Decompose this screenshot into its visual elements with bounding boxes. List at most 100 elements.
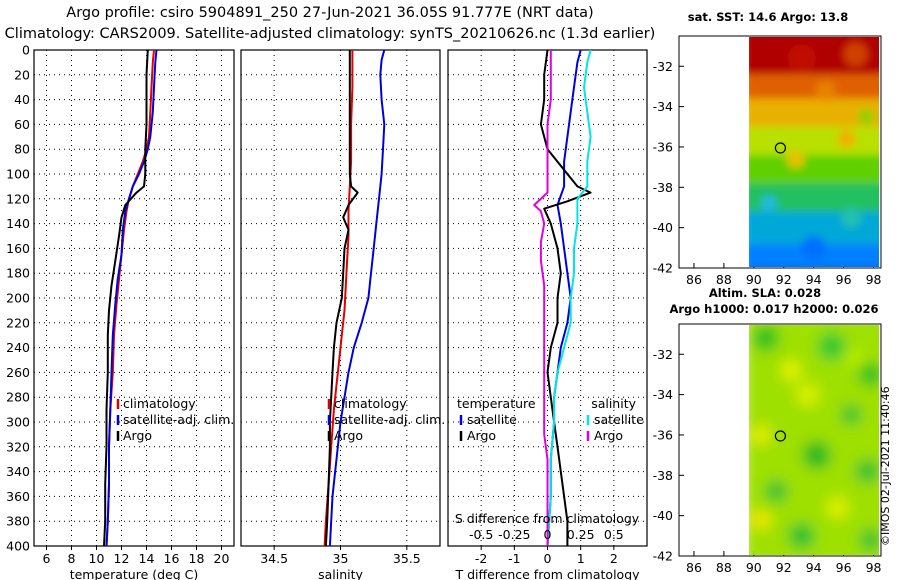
sla-map-blob (855, 459, 879, 484)
sla-map-blob (752, 425, 771, 444)
sst-map-band (749, 74, 879, 99)
sst-map-blob (760, 195, 777, 212)
depth-tick-label: 340 (6, 464, 30, 479)
salinity-xtick-label: 35 (333, 551, 349, 566)
difference-s-tick-label: 0.25 (567, 527, 595, 542)
depth-tick-label: 320 (6, 439, 30, 454)
chart-title-line2: Climatology: CARS2009. Satellite-adjuste… (4, 26, 656, 42)
sst-map-blob (815, 80, 836, 101)
depth-tick-label: 360 (6, 489, 30, 504)
sst-map-ytick-label: -36 (653, 139, 673, 154)
difference-xtick-label: -1 (508, 551, 520, 566)
difference-s-tick-label: -0.25 (498, 527, 530, 542)
sst-map-xtick-label: 94 (806, 272, 822, 287)
sla-map-xtick-label: 98 (866, 560, 882, 575)
sst-map-field (749, 37, 879, 267)
sla-map-ytick-label: -32 (653, 347, 673, 362)
sla-map-heatmap (749, 325, 879, 555)
sst-map-blob (858, 108, 875, 125)
difference-s-tick-label: 0 (544, 527, 552, 542)
temperature-xtick-label: 10 (89, 551, 105, 566)
difference-series-temperature-satellite (546, 49, 582, 547)
sla-map-blob (826, 496, 849, 519)
sla-map-blob (752, 325, 779, 352)
difference-legend-label: Argo (467, 428, 496, 443)
sst-map-ytick-label: -40 (653, 220, 673, 235)
sst-map-blob (837, 129, 856, 148)
temperature-xtick-label: 18 (189, 551, 205, 566)
sst-map-xtick-label: 98 (866, 272, 882, 287)
difference-s-tick-label: 0.5 (604, 527, 624, 542)
depth-tick-label: 120 (6, 191, 30, 206)
sst-map-heatmap (749, 37, 879, 267)
sst-map-frame (678, 35, 882, 269)
temperature-xtick-label: 12 (114, 551, 130, 566)
sla-map-field-blur (749, 325, 879, 555)
difference-xtick-label: -2 (475, 551, 487, 566)
temperature-xtick-label: 16 (164, 551, 180, 566)
sst-map-xtick-label: 88 (716, 272, 732, 287)
salinity-series-climatology (323, 50, 354, 547)
chart-title-line1: Argo profile: csiro 5904891_250 27-Jun-2… (66, 5, 594, 21)
depth-tick-label: 60 (14, 117, 30, 132)
sla-map-ytick-label: -34 (653, 387, 673, 402)
sla-map-subtitle: Argo h1000: 0.017 h2000: 0.026 (669, 302, 878, 316)
sst-map-blob (843, 42, 868, 67)
depth-tick-label: 400 (6, 539, 30, 554)
salinity-legend-label: climatology (334, 396, 407, 411)
sst-map-blob (841, 207, 862, 228)
watermark: ©IMOS 02-Jul-2021 11:40:46 (879, 386, 892, 546)
sla-map-ytick-label: -42 (653, 549, 673, 564)
temperature-xtick-label: 20 (214, 551, 230, 566)
difference-xtick-label: 0 (544, 551, 552, 566)
salinity-xtick-label: 34.5 (260, 551, 288, 566)
salinity-series-argo (324, 50, 359, 547)
depth-tick-label: 80 (14, 142, 30, 157)
sst-map-band (749, 126, 879, 156)
difference-series-salinity-argo (533, 50, 552, 546)
sla-map-blob (859, 528, 879, 551)
sla-map-xtick-label: 94 (806, 560, 822, 575)
sst-map-title: sat. SST: 14.6 Argo: 13.8 (688, 10, 848, 24)
salinity-xtick-label: 35.5 (393, 551, 421, 566)
sla-map-blob (847, 350, 864, 367)
depth-tick-label: 300 (6, 415, 30, 430)
sst-map-band (749, 98, 879, 127)
sst-map-blob (787, 44, 816, 73)
sla-map-blob (795, 382, 820, 407)
temperature-xtick-label: 8 (68, 551, 76, 566)
depth-tick-label: 280 (6, 390, 30, 405)
salinity-plot-frame (240, 49, 441, 547)
sla-map-blob (817, 332, 846, 361)
sla-map-argo-marker (774, 430, 787, 442)
depth-tick-label: 40 (14, 92, 30, 107)
sst-map-xtick-label: 86 (686, 272, 702, 287)
sst-map-ytick-label: -42 (653, 261, 673, 276)
temperature-xtick-label: 14 (139, 551, 155, 566)
sla-map-blob (802, 441, 831, 470)
sla-map-blob (765, 480, 788, 503)
depth-tick-label: 200 (6, 291, 30, 306)
temperature-xtick-label: 6 (43, 551, 51, 566)
depth-tick-label: 160 (6, 241, 30, 256)
difference-xtick-label: 2 (610, 551, 618, 566)
sla-map-xtick-label: 96 (836, 560, 852, 575)
salinity-legend-label: satellite-adj. clim. (334, 412, 445, 427)
sst-map-ytick-label: -32 (653, 59, 673, 74)
sla-map-blob (858, 362, 879, 387)
depth-tick-label: 260 (6, 365, 30, 380)
sla-map-xtick-label: 90 (746, 560, 762, 575)
temperature-legend-label: Argo (123, 428, 152, 443)
sst-map-xtick-label: 96 (836, 272, 852, 287)
sla-map-ytick-label: -38 (653, 468, 673, 483)
temperature-xlabel: temperature (deg C) (70, 567, 199, 580)
sla-map-frame (678, 323, 882, 557)
sst-map-xtick-label: 92 (776, 272, 792, 287)
sst-map-band (749, 37, 879, 75)
salinity-xlabel: salinity (318, 567, 363, 580)
depth-tick-label: 380 (6, 514, 30, 529)
difference-legend-label: satellite (594, 412, 644, 427)
sla-map-ytick-label: -36 (653, 427, 673, 442)
sla-map-blob (781, 360, 802, 381)
